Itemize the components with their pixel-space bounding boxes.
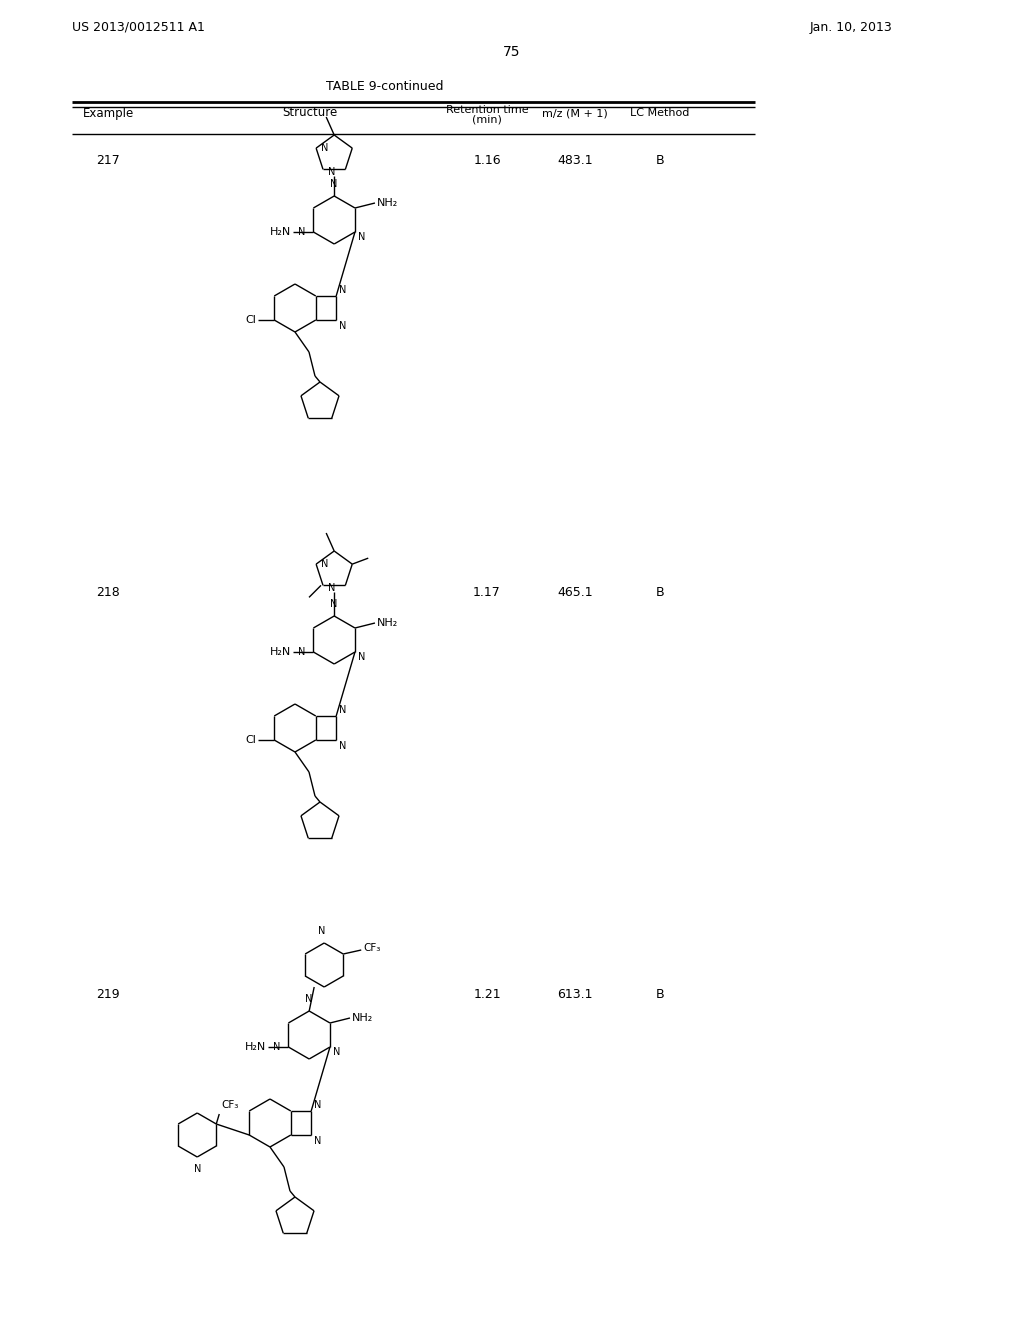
Text: B: B — [655, 586, 665, 598]
Text: 613.1: 613.1 — [557, 989, 593, 1002]
Text: N: N — [328, 168, 336, 177]
Text: Retention time: Retention time — [445, 106, 528, 115]
Text: B: B — [655, 153, 665, 166]
Text: H₂N: H₂N — [270, 227, 292, 238]
Text: 217: 217 — [96, 153, 120, 166]
Text: 483.1: 483.1 — [557, 153, 593, 166]
Text: US 2013/0012511 A1: US 2013/0012511 A1 — [72, 21, 205, 33]
Text: 1.21: 1.21 — [473, 989, 501, 1002]
Text: N: N — [358, 232, 366, 242]
Text: (min): (min) — [472, 114, 502, 124]
Text: NH₂: NH₂ — [352, 1012, 373, 1023]
Text: NH₂: NH₂ — [377, 198, 398, 209]
Text: N: N — [339, 741, 346, 751]
Text: 218: 218 — [96, 586, 120, 598]
Text: N: N — [194, 1164, 201, 1173]
Text: 1.16: 1.16 — [473, 153, 501, 166]
Text: N: N — [314, 1100, 322, 1110]
Text: N: N — [331, 180, 338, 189]
Text: N: N — [298, 647, 305, 657]
Text: N: N — [314, 1137, 322, 1146]
Text: N: N — [298, 227, 305, 238]
Text: N: N — [339, 705, 346, 715]
Text: N: N — [339, 285, 346, 294]
Text: Cl: Cl — [246, 735, 256, 744]
Text: N: N — [322, 143, 329, 153]
Text: TABLE 9-continued: TABLE 9-continued — [327, 79, 443, 92]
Text: 219: 219 — [96, 989, 120, 1002]
Text: Cl: Cl — [246, 315, 256, 325]
Text: LC Method: LC Method — [631, 108, 690, 117]
Text: N: N — [318, 927, 326, 936]
Text: N: N — [305, 994, 313, 1005]
Text: CF₃: CF₃ — [221, 1100, 239, 1110]
Text: N: N — [322, 560, 329, 569]
Text: N: N — [273, 1041, 281, 1052]
Text: m/z (M + 1): m/z (M + 1) — [542, 108, 608, 117]
Text: N: N — [339, 321, 346, 331]
Text: Jan. 10, 2013: Jan. 10, 2013 — [810, 21, 893, 33]
Text: N: N — [333, 1047, 340, 1057]
Text: 1.17: 1.17 — [473, 586, 501, 598]
Text: B: B — [655, 989, 665, 1002]
Text: N: N — [328, 583, 336, 594]
Text: NH₂: NH₂ — [377, 618, 398, 628]
Text: CF₃: CF₃ — [364, 942, 381, 953]
Text: 465.1: 465.1 — [557, 586, 593, 598]
Text: N: N — [331, 599, 338, 609]
Text: H₂N: H₂N — [245, 1041, 266, 1052]
Text: Structure: Structure — [283, 107, 338, 120]
Text: 75: 75 — [503, 45, 521, 59]
Text: Example: Example — [82, 107, 133, 120]
Text: H₂N: H₂N — [270, 647, 292, 657]
Text: N: N — [358, 652, 366, 663]
